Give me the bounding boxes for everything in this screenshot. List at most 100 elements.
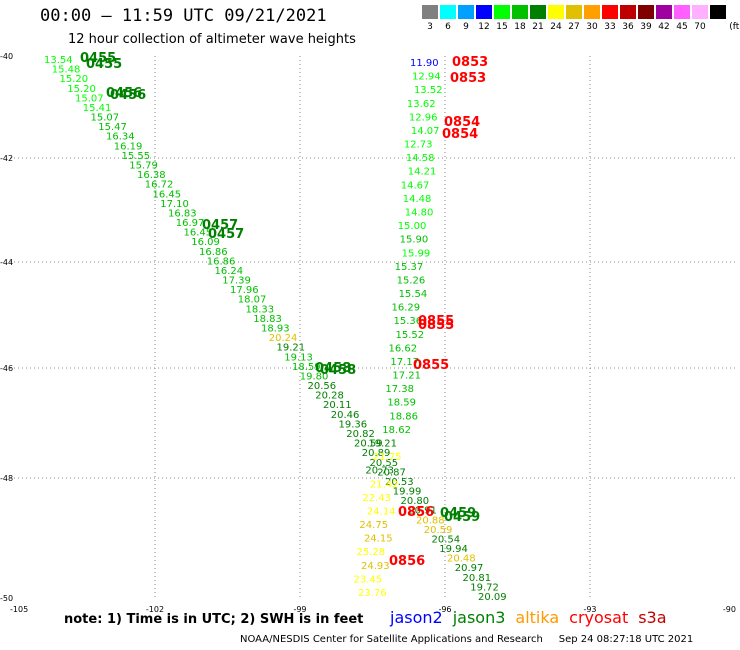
pass-time-label: 0457 [208,227,244,242]
wave-height-value: 15.99 [402,248,431,259]
wave-height-value: 20.28 [315,391,344,402]
wave-height-value: 20.81 [463,573,492,584]
wave-height-value: 20.59 [354,439,383,450]
wave-height-value: 17.96 [230,285,259,296]
color-swatch-label: 3 [427,22,433,32]
wave-height-value: 15.07 [91,113,120,124]
wave-height-value: 18.59 [387,398,416,409]
wave-height-value: 18.33 [246,304,275,315]
color-swatch-label: 30 [586,22,598,32]
latitude-tick-label: -42 [0,154,13,163]
wave-height-value: 20.24 [269,333,298,344]
pass-time-label: 0456 [106,86,142,101]
color-swatch-label: 15 [496,22,508,32]
wave-height-value: 20.53 [385,477,414,488]
wave-height-value: 16.45 [184,228,213,239]
color-swatch [494,5,510,19]
wave-height-value: 20.55 [370,458,399,469]
wave-height-value: 19.21 [368,439,397,450]
wave-height-value: 23.45 [353,574,382,585]
wave-height-value: 17.38 [385,384,414,395]
satellite-legend: jason2 jason3 altika cryosat s3a [390,608,677,627]
wave-height-value: 13.52 [414,85,443,96]
wave-height-value: 19.36 [339,419,368,430]
wave-height-value: 16.97 [176,218,205,229]
wave-height-value: 16.62 [388,343,417,354]
wave-height-value: 15.48 [52,65,81,76]
wave-height-value: 25.28 [356,547,385,558]
color-swatch [512,5,528,19]
pass-time-label: 0853 [450,71,486,86]
wave-height-value: 18.83 [253,314,282,325]
wave-height-value: 18.62 [382,425,411,436]
wave-height-value: 16.83 [168,208,197,219]
pass-time-label: 0458 [320,363,356,378]
wave-height-value: 20.89 [362,448,391,459]
wave-height-value: 19.72 [470,582,499,593]
color-swatch [530,5,546,19]
pass-time-label: 0455 [86,57,122,72]
wave-height-value: 13.54 [44,55,73,66]
footer-note: note: 1) Time is in UTC; 2) SWH is in fe… [64,612,364,627]
wave-height-value: 16.38 [137,170,166,181]
satellite-s3a: s3a [638,608,667,627]
color-swatch [548,5,564,19]
wave-height-value: 24.75 [359,520,388,531]
wave-height-value: 15.26 [397,275,426,286]
wave-height-value: 12.94 [412,72,441,83]
wave-height-value: 14.07 [411,126,440,137]
pass-time-label: 0853 [452,55,488,70]
pass-time-label: 0856 [398,505,434,520]
wave-height-value: 24.15 [364,534,393,545]
color-swatch [566,5,582,19]
color-swatch [710,5,726,19]
wave-height-value: 13.62 [407,99,436,110]
wave-height-value: 20.09 [478,592,507,603]
pass-time-label: 0459 [440,506,476,521]
color-swatch [458,5,474,19]
satellite-cryosat: cryosat [569,608,629,627]
wave-height-value: 20.80 [401,496,430,507]
wave-height-value: 19.94 [439,544,468,555]
wave-height-value: 12.96 [409,112,438,123]
latitude-tick-label: -50 [0,594,13,603]
color-swatch-label: 18 [514,22,526,32]
wave-height-value: 20.87 [377,467,406,478]
pass-time-label: 0456 [110,88,146,103]
wave-height-value: 16.29 [392,303,421,314]
wave-height-value: 15.07 [75,93,104,104]
wave-height-value: 16.86 [207,256,236,267]
color-swatch [602,5,618,19]
credit-line: NOAA/NESDIS Center for Satellite Applica… [240,634,694,645]
wave-height-value: 12.73 [404,140,433,151]
wave-height-value: 17.10 [160,199,189,210]
latitude-tick-label: -44 [0,258,13,267]
satellite-jason3: jason3 [452,608,506,627]
pass-time-label: 0855 [418,314,454,329]
wave-height-value: 18.59 [292,362,321,373]
wave-height-value: 21.42 [370,479,399,490]
wave-height-value: 20.11 [323,400,352,411]
pass-time-label: 0856 [389,554,425,569]
longitude-tick-label: -93 [583,605,596,614]
wave-height-value: 16.24 [215,266,244,277]
satellite-altika: altika [515,608,560,627]
pass-time-label: 0458 [315,361,351,376]
color-swatch [440,5,456,19]
color-swatch [674,5,690,19]
wave-height-value: 19.13 [284,352,313,363]
wave-height-value: 15.55 [122,151,151,162]
wave-height-value: 16.09 [191,237,220,248]
longitude-tick-label: -105 [10,605,28,614]
color-swatch [476,5,492,19]
wave-height-value: 14.80 [405,207,434,218]
wave-height-value: 19.21 [277,343,306,354]
wave-height-value: 14.58 [406,153,435,164]
pass-time-label: 0455 [80,51,116,66]
wave-height-value: 24.14 [367,506,396,517]
wave-height-value: 18.86 [389,411,418,422]
latitude-tick-label: -48 [0,474,13,483]
wave-height-value: 20.54 [432,534,461,545]
wave-height-value: 15.20 [60,74,89,85]
wave-height-value: 15.41 [83,103,112,114]
